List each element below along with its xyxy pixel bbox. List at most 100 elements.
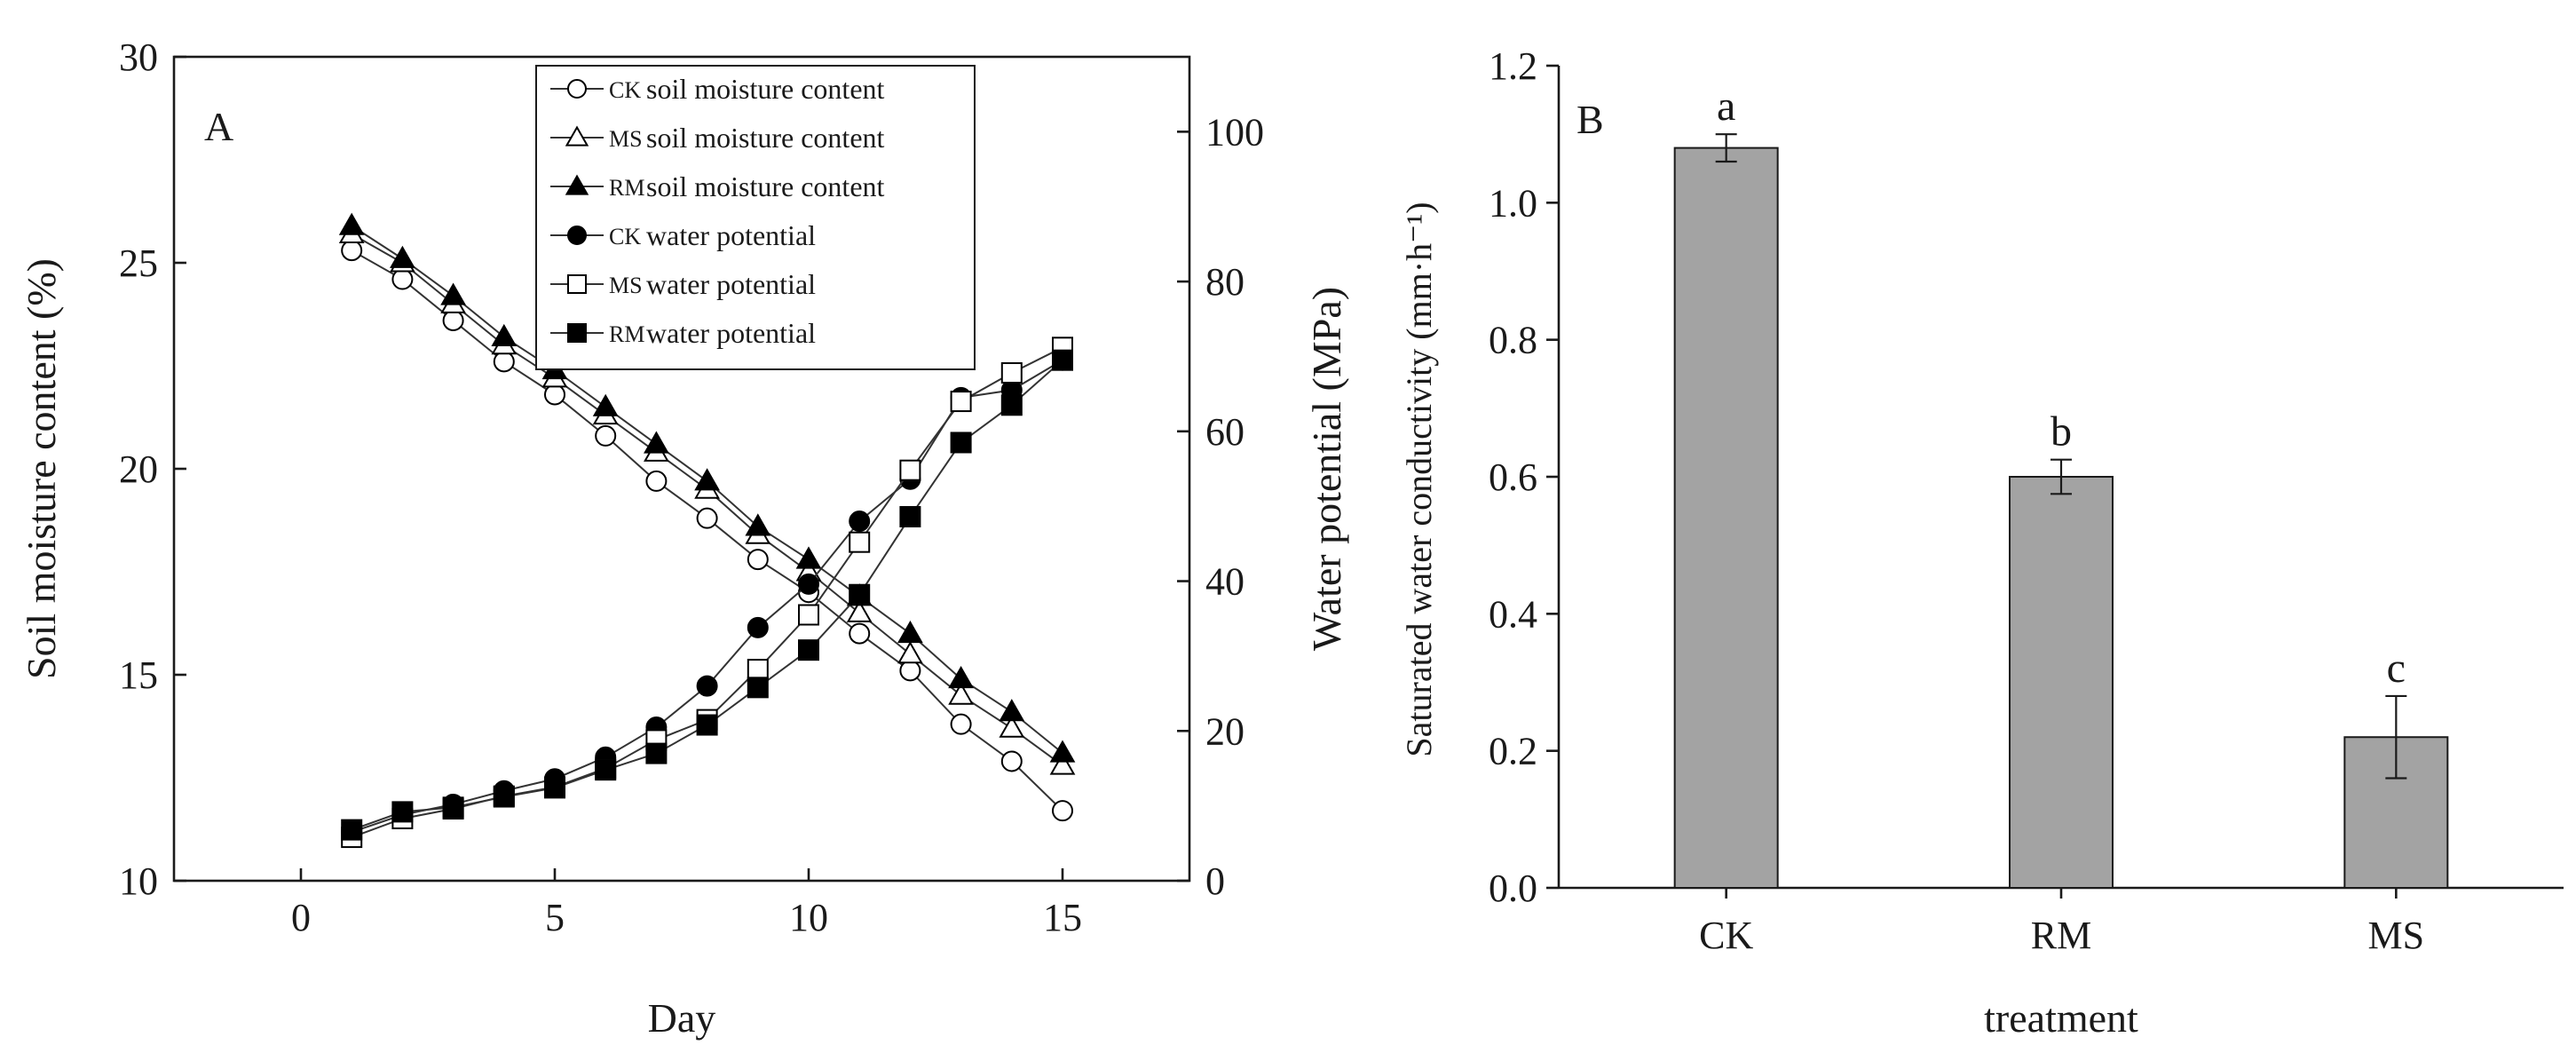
y-axis-right-ticks-a: 0 20 40 60 80 100 <box>1177 110 1264 903</box>
y-left-tick-label-a: 10 <box>119 859 158 903</box>
series-line <box>351 359 1063 834</box>
data-point <box>694 468 720 491</box>
data-point <box>747 549 769 571</box>
legend-prefix: MS <box>609 126 643 152</box>
significance-letter: c <box>2387 645 2406 692</box>
data-point <box>493 786 515 808</box>
legend-prefix: MS <box>609 273 643 298</box>
series-ck-moisture <box>341 240 1073 822</box>
y-left-tick-label-a: 15 <box>119 653 158 697</box>
y-left-tick-label-a: 30 <box>119 36 158 79</box>
data-point <box>338 212 365 235</box>
data-point <box>592 393 619 416</box>
series-line <box>351 346 1063 839</box>
data-point <box>595 424 617 447</box>
data-point <box>341 819 363 841</box>
panel-label-a: A <box>204 104 233 149</box>
data-point <box>950 713 972 735</box>
y-axis-ticks-b: 0.0 0.2 0.4 0.6 0.8 1.0 1.2 <box>1489 44 1559 910</box>
legend-item: CK water potential <box>550 219 816 251</box>
data-point <box>747 677 769 699</box>
data-point <box>897 641 923 664</box>
legend-item: MS soil moisture content <box>550 122 885 154</box>
data-point <box>899 660 921 682</box>
data-point <box>849 622 871 645</box>
bar <box>1673 146 1779 890</box>
x-axis-title-b: treatment <box>1984 995 2138 1041</box>
y-right-tick-label-a: 40 <box>1205 560 1245 604</box>
legend-label: water potential <box>646 219 816 251</box>
y-tick-label-b: 0.0 <box>1489 867 1537 910</box>
x-tick-label-a: 10 <box>789 896 828 939</box>
data-point <box>897 620 923 644</box>
data-point <box>391 801 414 823</box>
y-tick-label-b: 0.4 <box>1489 592 1537 636</box>
data-point <box>491 323 518 347</box>
data-point <box>341 240 363 262</box>
data-point <box>950 431 972 454</box>
data-point <box>1049 740 1076 763</box>
chart-panel-a: 0 5 10 15 10 15 20 25 30 0 20 40 60 80 100 A Day Soi… <box>19 36 1349 1041</box>
data-point <box>390 245 415 268</box>
data-point <box>696 714 718 736</box>
data-point <box>1049 752 1076 775</box>
data-point <box>747 659 769 681</box>
data-point <box>1052 800 1073 822</box>
legend-prefix: RM <box>609 175 644 201</box>
legend-label: soil moisture content <box>646 73 885 105</box>
chart-panel-b: 0.0 0.2 0.4 0.6 0.8 1.0 1.2 a CK b RM c MS B treatm… <box>1399 44 2564 1041</box>
bar-group-rm: b RM <box>2009 408 2114 957</box>
series-line <box>351 359 1063 831</box>
data-point <box>1000 394 1023 416</box>
data-point <box>440 282 466 305</box>
y-tick-label-b: 1.0 <box>1489 181 1537 225</box>
legend-marker <box>565 125 589 146</box>
data-point <box>696 507 718 529</box>
legend-marker <box>567 274 587 294</box>
y-axis-title-b: Saturated water conductivity (mm·h⁻¹) <box>1399 202 1439 756</box>
series-ms-potential <box>341 336 1073 849</box>
legend-marker <box>565 174 589 195</box>
data-point <box>595 759 617 781</box>
legend-item: MS water potential <box>550 268 816 300</box>
data-point <box>849 531 871 553</box>
legend-marker <box>567 79 587 99</box>
data-point <box>696 675 718 697</box>
data-point <box>948 665 974 689</box>
y-right-tick-label-a: 80 <box>1205 260 1245 304</box>
data-point <box>950 391 972 413</box>
data-point <box>795 546 822 569</box>
data-point <box>645 470 668 492</box>
legend-item: RM soil moisture content <box>550 170 885 202</box>
data-point <box>442 796 464 819</box>
data-point <box>999 699 1025 722</box>
y-tick-label-b: 1.2 <box>1489 44 1537 88</box>
y-tick-label-b: 0.2 <box>1489 730 1537 773</box>
y-axis-left-ticks-a: 10 15 20 25 30 <box>119 36 186 903</box>
significance-letter: b <box>2051 408 2072 455</box>
legend-item: CK soil moisture content <box>550 73 885 105</box>
y-tick-label-b: 0.6 <box>1489 455 1537 499</box>
panel-label-b: B <box>1576 97 1604 142</box>
data-point <box>544 384 565 406</box>
data-point <box>899 505 921 527</box>
x-axis-ticks-a: 0 5 10 15 <box>291 868 1082 939</box>
y-right-tick-label-a: 0 <box>1205 859 1225 903</box>
data-point <box>846 599 873 622</box>
data-point <box>849 583 871 606</box>
x-tick-label-b: RM <box>2031 914 2091 957</box>
y-tick-label-b: 0.8 <box>1489 319 1537 362</box>
data-point <box>798 639 819 661</box>
y-left-tick-label-a: 20 <box>119 447 158 491</box>
legend-marker <box>567 323 587 343</box>
y-axis-title-left-a: Soil moisture content (%) <box>19 258 64 679</box>
legend-label: soil moisture content <box>646 122 885 154</box>
y-left-tick-label-a: 25 <box>119 241 158 285</box>
legend-marker <box>567 226 587 245</box>
bar <box>2009 476 2114 889</box>
data-point <box>442 309 464 331</box>
data-point <box>391 268 414 290</box>
data-point <box>493 351 515 373</box>
bar-group-ms: c MS <box>2343 645 2449 957</box>
